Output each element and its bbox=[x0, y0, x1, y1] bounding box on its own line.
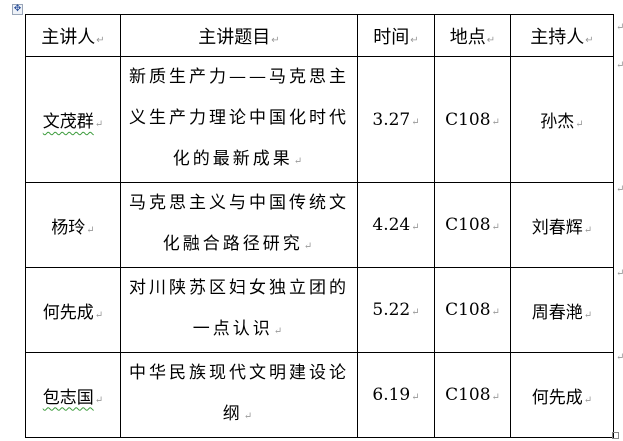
header-label: 主持人 bbox=[530, 26, 585, 48]
topic-text: 对川陕苏区妇女独立团的一点认识 bbox=[129, 278, 349, 339]
place-text: C108 bbox=[445, 215, 491, 235]
host-cell[interactable]: 孙杰↵ bbox=[510, 56, 614, 183]
lecture-schedule-table: 主讲人↵ 主讲题目↵ 时间↵ 地点↵ 主持人↵ 文茂群↵ 新质生产力——马克思主… bbox=[25, 14, 614, 438]
speaker-cell[interactable]: 包志国↵ bbox=[25, 352, 121, 438]
row-end-mark: ↵ bbox=[616, 352, 623, 363]
topic-text: 中华民族现代文明建设论纲 bbox=[129, 363, 349, 424]
time-cell[interactable]: 3.27↵ bbox=[357, 56, 435, 183]
time-text: 5.22 bbox=[372, 300, 411, 320]
host-name: 何先成 bbox=[531, 387, 583, 408]
topic-cell[interactable]: 中华民族现代文明建设论纲↵ bbox=[120, 352, 358, 438]
header-time[interactable]: 时间↵ bbox=[357, 14, 435, 57]
header-label: 时间 bbox=[373, 26, 410, 48]
time-text: 6.19 bbox=[372, 385, 411, 405]
speaker-cell[interactable]: 杨玲↵ bbox=[25, 182, 121, 268]
header-label: 主讲题目 bbox=[198, 26, 271, 48]
place-cell[interactable]: C108↵ bbox=[434, 56, 511, 183]
row-end-mark: ↵ bbox=[616, 60, 623, 71]
place-cell[interactable]: C108↵ bbox=[434, 267, 511, 353]
place-text: C108 bbox=[445, 109, 491, 130]
host-cell[interactable]: 刘春辉↵ bbox=[510, 182, 614, 268]
topic-cell[interactable]: 新质生产力——马克思主义生产力理论中国化时代化的最新成果↵ bbox=[120, 56, 358, 183]
host-cell[interactable]: 何先成↵ bbox=[510, 352, 614, 438]
time-cell[interactable]: 5.22↵ bbox=[357, 267, 435, 353]
row-end-mark: ↵ bbox=[616, 268, 623, 279]
speaker-name: 何先成 bbox=[42, 302, 94, 323]
header-row: 主讲人↵ 主讲题目↵ 时间↵ 地点↵ 主持人↵ bbox=[25, 14, 614, 57]
topic-text: 马克思主义与中国传统文化融合路径研究 bbox=[129, 193, 349, 254]
header-place[interactable]: 地点↵ bbox=[434, 14, 511, 57]
header-label: 主讲人 bbox=[41, 26, 96, 48]
table-move-handle-icon[interactable]: ✥ bbox=[12, 4, 23, 15]
place-text: C108 bbox=[445, 300, 491, 320]
speaker-name: 包志国 bbox=[42, 387, 94, 408]
header-speaker[interactable]: 主讲人↵ bbox=[25, 14, 121, 57]
header-label: 地点 bbox=[449, 26, 486, 48]
topic-text: 新质生产力——马克思主义生产力理论中国化时代化的最新成果 bbox=[129, 67, 349, 169]
time-cell[interactable]: 4.24↵ bbox=[357, 182, 435, 268]
topic-cell[interactable]: 马克思主义与中国传统文化融合路径研究↵ bbox=[120, 182, 358, 268]
speaker-cell[interactable]: 文茂群↵ bbox=[25, 56, 121, 183]
place-text: C108 bbox=[445, 385, 491, 405]
speaker-name: 文茂群 bbox=[42, 112, 94, 132]
time-text: 4.24 bbox=[372, 215, 411, 235]
table-row: 杨玲↵ 马克思主义与中国传统文化融合路径研究↵ 4.24↵ C108↵ 刘春辉↵ bbox=[25, 182, 614, 268]
row-end-mark: ↵ bbox=[616, 184, 623, 195]
header-host[interactable]: 主持人↵ bbox=[510, 14, 614, 57]
table-row: 文茂群↵ 新质生产力——马克思主义生产力理论中国化时代化的最新成果↵ 3.27↵… bbox=[25, 56, 614, 183]
speaker-cell[interactable]: 何先成↵ bbox=[25, 267, 121, 353]
row-end-mark: ↵ bbox=[616, 22, 623, 33]
table-row: 包志国↵ 中华民族现代文明建设论纲↵ 6.19↵ C108↵ 何先成↵ bbox=[25, 352, 614, 438]
speaker-name: 杨玲 bbox=[51, 217, 86, 238]
time-cell[interactable]: 6.19↵ bbox=[357, 352, 435, 438]
header-topic[interactable]: 主讲题目↵ bbox=[120, 14, 358, 57]
table-resize-handle[interactable] bbox=[612, 432, 619, 439]
host-name: 孙杰 bbox=[540, 112, 575, 132]
host-name: 周春滟 bbox=[531, 302, 583, 323]
host-name: 刘春辉 bbox=[531, 217, 583, 238]
topic-cell[interactable]: 对川陕苏区妇女独立团的一点认识↵ bbox=[120, 267, 358, 353]
place-cell[interactable]: C108↵ bbox=[434, 182, 511, 268]
time-text: 3.27 bbox=[372, 109, 411, 130]
table-row: 何先成↵ 对川陕苏区妇女独立团的一点认识↵ 5.22↵ C108↵ 周春滟↵ bbox=[25, 267, 614, 353]
place-cell[interactable]: C108↵ bbox=[434, 352, 511, 438]
host-cell[interactable]: 周春滟↵ bbox=[510, 267, 614, 353]
